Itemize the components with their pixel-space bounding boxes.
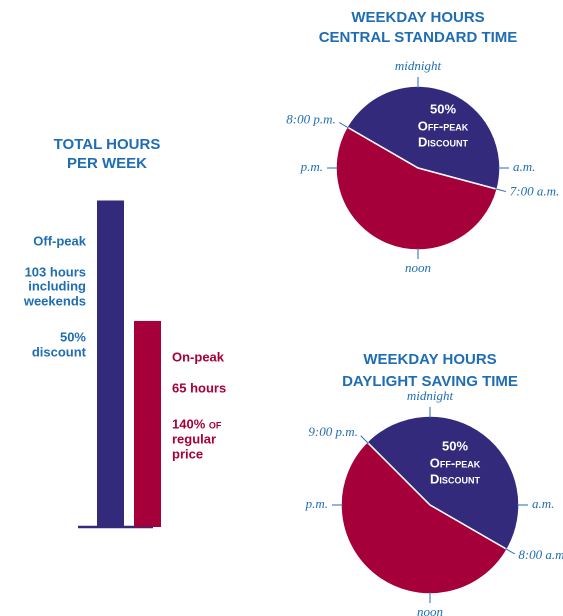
tick-label: 7:00 a.m. [510, 184, 559, 199]
pie-slice [345, 85, 501, 191]
chart-title: PER WEEK [67, 155, 147, 172]
chart-title: WEEKDAY HOURS [363, 351, 496, 368]
pie-slice [366, 415, 520, 551]
bar-annotation: 50% [60, 329, 86, 344]
center-label: Discount [430, 471, 480, 486]
center-label: Off-peak [430, 455, 481, 470]
chart-title: CENTRAL STANDARD TIME [319, 29, 518, 46]
tick-mark [495, 188, 507, 193]
tick-label: noon [405, 260, 431, 275]
tick-mark [360, 435, 369, 444]
tick-label: noon [417, 604, 443, 616]
tick-label: 8:00 a.m. [518, 547, 563, 562]
chart-title: WEEKDAY HOURS [351, 9, 484, 26]
pie-slice [340, 441, 509, 595]
pie-slice [335, 125, 499, 251]
bar-annotation: 140% of [172, 416, 222, 431]
bar [97, 200, 124, 528]
tick-label: 8:00 p.m. [286, 111, 335, 126]
center-label: 50% [430, 101, 456, 116]
center-label: Off-peak [418, 118, 469, 133]
tick-label: 9:00 p.m. [308, 424, 357, 439]
bar-label: Off-peak [33, 233, 87, 248]
chart-title: DAYLIGHT SAVING TIME [342, 373, 518, 390]
bar-label: On-peak [172, 349, 225, 364]
tick-label: midnight [395, 58, 442, 73]
bar [134, 320, 161, 527]
tick-label: p.m. [305, 496, 328, 511]
tick-mark [338, 122, 349, 129]
center-label: Discount [418, 134, 468, 149]
tick-label: midnight [407, 388, 454, 403]
bar-annotation: including [28, 278, 86, 293]
chart-title: TOTAL HOURS [54, 136, 161, 153]
bar-annotation: 65 hours [172, 380, 226, 395]
tick-mark [505, 548, 516, 555]
bar-annotation: 103 hours [25, 264, 86, 279]
bar-annotation: regular [172, 431, 216, 446]
bar-annotation: discount [32, 344, 87, 359]
bar-annotation: price [172, 446, 203, 461]
bar-annotation: weekends [23, 293, 86, 308]
tick-label: p.m. [300, 159, 323, 174]
tick-label: a.m. [532, 496, 554, 511]
center-label: 50% [442, 438, 468, 453]
tick-label: a.m. [513, 159, 535, 174]
